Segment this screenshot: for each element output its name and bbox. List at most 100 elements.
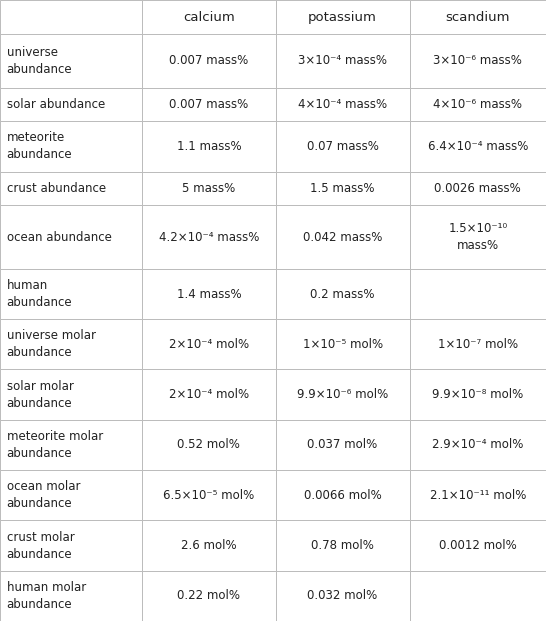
Bar [142,121,276,171]
Bar [276,34,410,88]
Bar [142,171,276,205]
Text: ocean abundance: ocean abundance [7,230,111,243]
Bar [142,470,276,520]
Text: 3×10⁻⁴ mass%: 3×10⁻⁴ mass% [298,55,387,68]
Bar [0,520,142,571]
Bar [142,420,276,470]
Text: 0.0026 mass%: 0.0026 mass% [435,182,521,195]
Text: meteorite molar
abundance: meteorite molar abundance [7,430,103,460]
Bar [410,34,546,88]
Bar [410,0,546,34]
Bar [0,34,142,88]
Text: 0.037 mol%: 0.037 mol% [307,438,378,451]
Bar [0,319,142,369]
Bar [142,520,276,571]
Bar [142,369,276,420]
Bar [0,121,142,171]
Bar [410,571,546,621]
Text: 6.5×10⁻⁵ mol%: 6.5×10⁻⁵ mol% [163,489,254,502]
Bar [0,269,142,319]
Text: 1.5×10⁻¹⁰
mass%: 1.5×10⁻¹⁰ mass% [448,222,507,252]
Bar [276,0,410,34]
Text: ocean molar
abundance: ocean molar abundance [7,480,80,510]
Text: 1×10⁻⁷ mol%: 1×10⁻⁷ mol% [438,338,518,351]
Bar [0,88,142,121]
Bar [0,369,142,420]
Bar [410,369,546,420]
Text: solar abundance: solar abundance [7,98,105,111]
Text: meteorite
abundance: meteorite abundance [7,132,72,161]
Text: universe
abundance: universe abundance [7,46,72,76]
Text: 2.6 mol%: 2.6 mol% [181,539,236,552]
Text: 1.1 mass%: 1.1 mass% [176,140,241,153]
Text: 0.007 mass%: 0.007 mass% [169,98,248,111]
Text: 1.5 mass%: 1.5 mass% [310,182,375,195]
Bar [276,571,410,621]
Text: 0.007 mass%: 0.007 mass% [169,55,248,68]
Bar [410,121,546,171]
Bar [276,269,410,319]
Bar [276,171,410,205]
Text: scandium: scandium [446,11,510,24]
Bar [276,470,410,520]
Text: 4×10⁻⁴ mass%: 4×10⁻⁴ mass% [298,98,387,111]
Bar [142,571,276,621]
Text: 0.07 mass%: 0.07 mass% [307,140,378,153]
Bar [276,369,410,420]
Bar [410,269,546,319]
Text: human
abundance: human abundance [7,279,72,309]
Bar [142,88,276,121]
Text: 2×10⁻⁴ mol%: 2×10⁻⁴ mol% [169,338,249,351]
Bar [276,121,410,171]
Bar [276,319,410,369]
Text: 2.9×10⁻⁴ mol%: 2.9×10⁻⁴ mol% [432,438,524,451]
Text: universe molar
abundance: universe molar abundance [7,329,96,360]
Bar [410,470,546,520]
Bar [276,205,410,269]
Text: 9.9×10⁻⁸ mol%: 9.9×10⁻⁸ mol% [432,388,524,401]
Bar [410,319,546,369]
Bar [410,88,546,121]
Bar [142,34,276,88]
Bar [142,319,276,369]
Text: calcium: calcium [183,11,235,24]
Text: 0.0066 mol%: 0.0066 mol% [304,489,382,502]
Bar [276,88,410,121]
Bar [0,571,142,621]
Text: crust molar
abundance: crust molar abundance [7,530,74,561]
Text: human molar
abundance: human molar abundance [7,581,86,611]
Text: 0.0012 mol%: 0.0012 mol% [439,539,517,552]
Bar [0,420,142,470]
Bar [0,0,142,34]
Bar [142,205,276,269]
Text: 0.2 mass%: 0.2 mass% [310,288,375,301]
Text: solar molar
abundance: solar molar abundance [7,379,73,410]
Bar [410,171,546,205]
Bar [142,269,276,319]
Text: potassium: potassium [308,11,377,24]
Text: 0.22 mol%: 0.22 mol% [177,589,240,602]
Text: 4×10⁻⁶ mass%: 4×10⁻⁶ mass% [433,98,523,111]
Bar [0,470,142,520]
Bar [276,520,410,571]
Text: crust abundance: crust abundance [7,182,106,195]
Text: 0.78 mol%: 0.78 mol% [311,539,374,552]
Text: 5 mass%: 5 mass% [182,182,235,195]
Text: 6.4×10⁻⁴ mass%: 6.4×10⁻⁴ mass% [428,140,528,153]
Text: 4.2×10⁻⁴ mass%: 4.2×10⁻⁴ mass% [159,230,259,243]
Text: 3×10⁻⁶ mass%: 3×10⁻⁶ mass% [434,55,522,68]
Bar [410,520,546,571]
Bar [142,0,276,34]
Text: 0.52 mol%: 0.52 mol% [177,438,240,451]
Text: 1.4 mass%: 1.4 mass% [176,288,241,301]
Text: 1×10⁻⁵ mol%: 1×10⁻⁵ mol% [302,338,383,351]
Text: 9.9×10⁻⁶ mol%: 9.9×10⁻⁶ mol% [297,388,388,401]
Bar [276,420,410,470]
Bar [0,205,142,269]
Bar [0,171,142,205]
Bar [410,205,546,269]
Text: 0.042 mass%: 0.042 mass% [303,230,382,243]
Text: 0.032 mol%: 0.032 mol% [307,589,378,602]
Text: 2.1×10⁻¹¹ mol%: 2.1×10⁻¹¹ mol% [430,489,526,502]
Text: 2×10⁻⁴ mol%: 2×10⁻⁴ mol% [169,388,249,401]
